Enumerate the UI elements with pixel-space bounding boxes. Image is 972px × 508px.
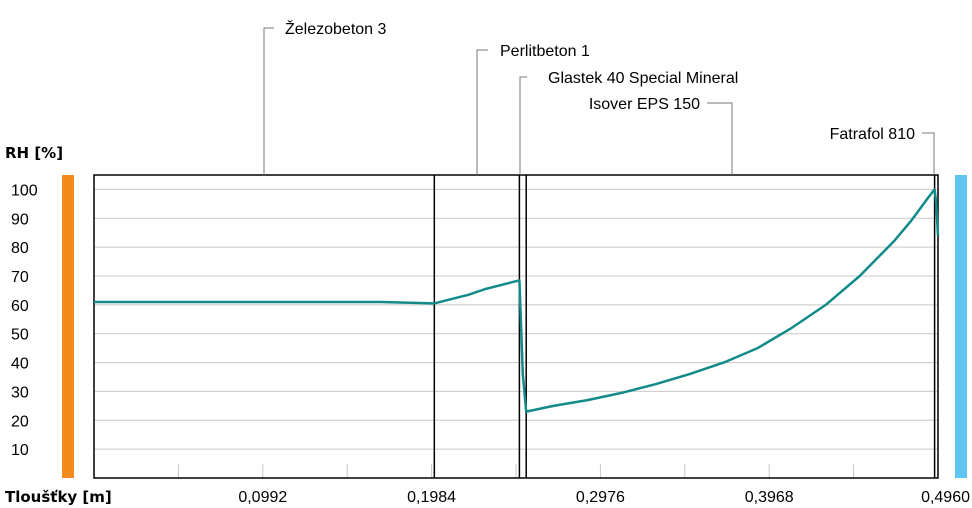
y-tick-label: 40 <box>11 356 29 373</box>
y-axis-title: RH [%] <box>5 144 63 162</box>
x-tick-label: 0,1984 <box>407 489 456 506</box>
left-boundary-bar <box>62 175 74 478</box>
x-tick-label: 0,2976 <box>576 489 625 506</box>
layer-name: Glastek 40 Special Mineral <box>548 70 738 87</box>
leader-line <box>476 49 488 175</box>
y-tick-label: 80 <box>11 240 29 257</box>
y-tick-label: 90 <box>11 211 29 228</box>
y-tick-label: 70 <box>11 269 29 286</box>
layer-name: Perlitbeton 1 <box>500 43 590 60</box>
layer-label: Železobeton 3 <box>263 19 387 175</box>
rh-series-line <box>94 188 940 413</box>
layer-name: Fatrafol 810 <box>830 126 915 143</box>
y-tick-label: 10 <box>11 442 29 459</box>
y-tick-label: 60 <box>11 298 29 315</box>
layer-label: Glastek 40 Special Mineral <box>519 70 738 175</box>
layer-name: Železobeton 3 <box>285 19 387 38</box>
y-tick-labels: 10 20 30 40 50 60 70 80 90 100 <box>11 182 38 459</box>
y-tick-label: 30 <box>11 384 29 401</box>
gridlines <box>94 188 938 478</box>
layer-dividers <box>433 175 936 478</box>
x-tick-label: 0,3968 <box>745 489 794 506</box>
leader-line <box>263 27 274 175</box>
y-tick-label: 20 <box>11 413 29 430</box>
series-group <box>94 188 940 413</box>
right-boundary-bar <box>955 175 967 478</box>
y-tick-label: 100 <box>11 182 38 199</box>
x-tick-label: 0,4960 <box>921 489 970 506</box>
leader-line <box>519 76 527 175</box>
layer-labels: Železobeton 3 Perlitbeton 1 Glastek 40 Spe… <box>263 19 935 175</box>
x-tick-labels: 0,0992 0,1984 0,2976 0,3968 0,4960 <box>238 489 970 506</box>
layer-label: Perlitbeton 1 <box>476 43 590 175</box>
leader-line <box>707 102 733 175</box>
x-axis-title: Tloušťky [m] <box>5 488 112 506</box>
y-tick-label: 50 <box>11 327 29 344</box>
plot-frame <box>93 174 939 479</box>
layer-name: Isover EPS 150 <box>589 96 700 113</box>
leader-line <box>922 132 935 175</box>
x-tick-label: 0,0992 <box>238 489 287 506</box>
layer-label: Fatrafol 810 <box>830 126 935 175</box>
layer-label: Isover EPS 150 <box>589 96 733 175</box>
